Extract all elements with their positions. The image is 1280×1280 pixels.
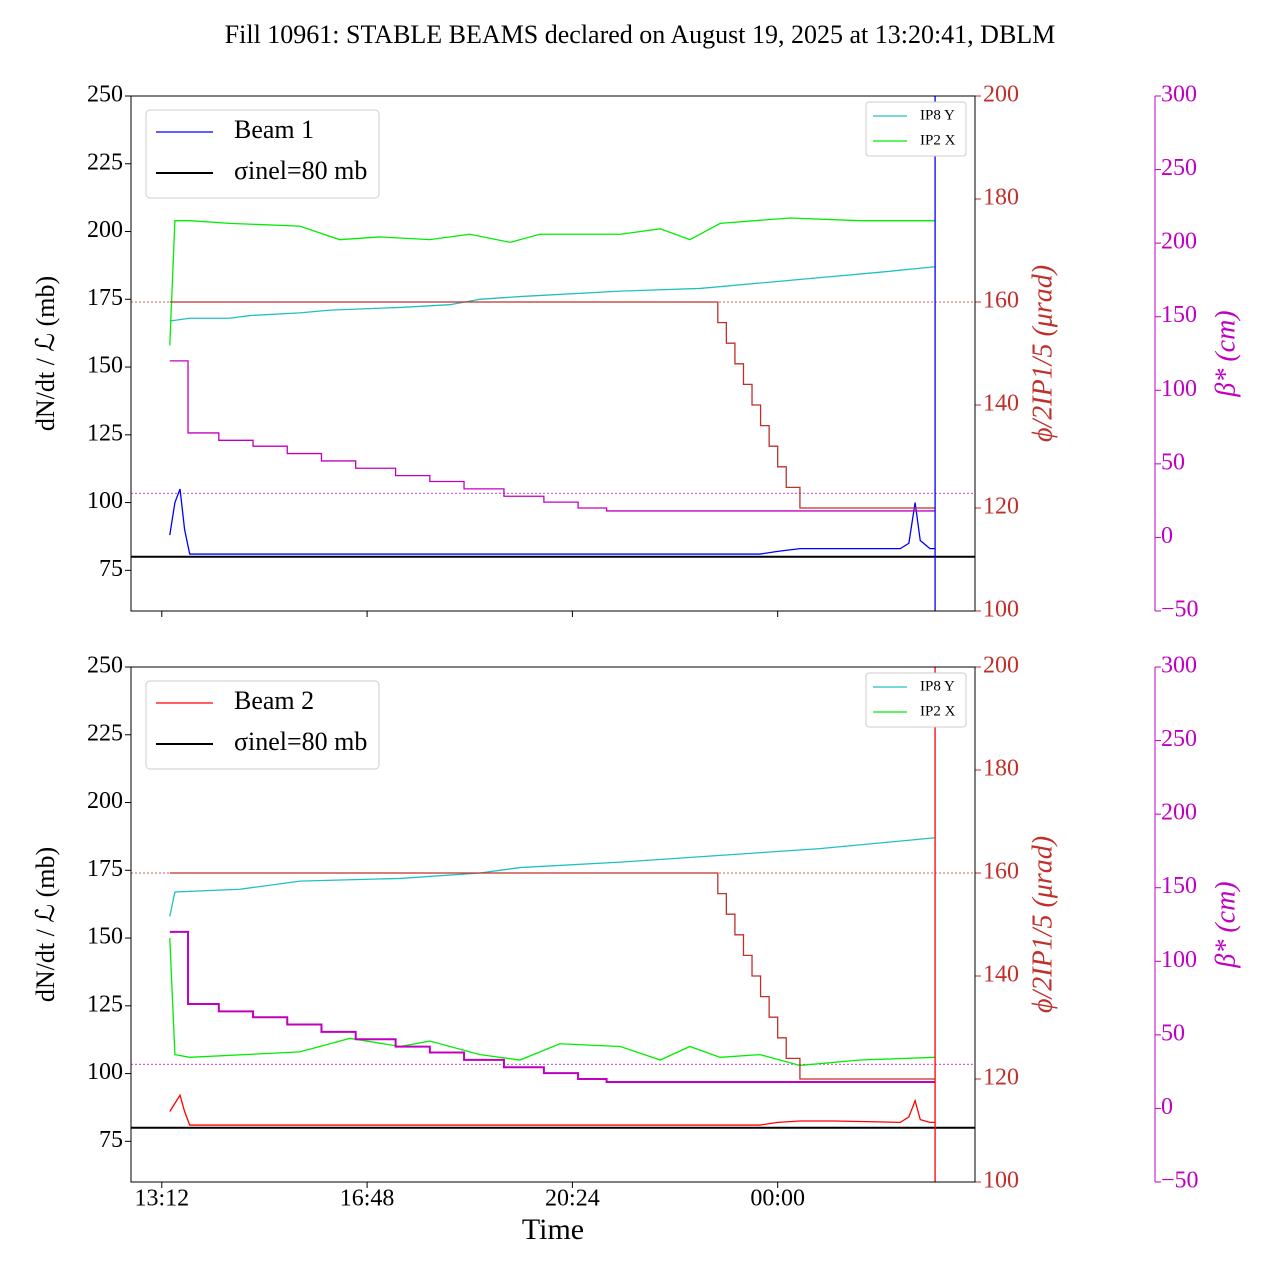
y2-tick-label: 140 [983, 391, 1019, 417]
x-tick-label: 00:00 [750, 1186, 805, 1212]
y-tick-label: 150 [87, 353, 123, 379]
y2-axis-label: ϕ/2IP1/5 (μrad) [1027, 836, 1058, 1013]
legend-label: IP2 X [920, 132, 956, 148]
legend-label: IP2 X [920, 703, 956, 719]
y3-tick-label: 100 [1161, 947, 1197, 973]
y-tick-label: 125 [87, 420, 123, 446]
y2-tick-label: 100 [983, 1168, 1019, 1194]
y-axis-label: dN/dt / ℒ (mb) [31, 276, 60, 431]
series-line [169, 837, 936, 917]
y-tick-label: 225 [87, 149, 123, 175]
y2-tick-label: 140 [983, 962, 1019, 988]
y2-tick-label: 120 [983, 1065, 1019, 1091]
y-tick-label: 75 [99, 556, 123, 582]
y-tick-label: 200 [87, 217, 123, 243]
y2-tick-label: 180 [983, 756, 1019, 782]
y2-tick-label: 200 [983, 653, 1019, 679]
y-tick-label: 100 [87, 488, 123, 514]
series-line [169, 360, 936, 512]
y2-tick-label: 160 [983, 859, 1019, 885]
plot-area [131, 667, 975, 1182]
y3-tick-label: 0 [1161, 523, 1173, 549]
series-line [169, 488, 936, 555]
figure-title: Fill 10961: STABLE BEAMS declared on Aug… [225, 20, 1056, 49]
plot-area [131, 96, 975, 611]
series-line [169, 930, 936, 1083]
y2-tick-label: 160 [983, 288, 1019, 314]
y-tick-label: 150 [87, 924, 123, 950]
series-line [169, 301, 936, 509]
y2-tick-label: 100 [983, 597, 1019, 623]
y-axis-label: dN/dt / ℒ (mb) [31, 847, 60, 1002]
x-axis-label: Time [522, 1213, 584, 1246]
y3-tick-label: 300 [1161, 82, 1197, 108]
legend-label: σinel=80 mb [234, 727, 367, 756]
x-tick-label: 16:48 [340, 1186, 395, 1212]
y3-tick-label: 50 [1161, 1020, 1185, 1046]
y3-tick-label: 200 [1161, 800, 1197, 826]
plot-frame [130, 666, 976, 1183]
plot-frame [130, 95, 976, 612]
y2-tick-label: 120 [983, 494, 1019, 520]
y3-tick-label: 100 [1161, 376, 1197, 402]
series-line [169, 266, 936, 322]
y3-tick-label: 200 [1161, 229, 1197, 255]
y3-tick-label: −50 [1161, 1168, 1199, 1194]
y3-tick-label: 50 [1161, 449, 1185, 475]
y3-tick-label: 250 [1161, 726, 1197, 752]
legend-label: IP8 Y [920, 678, 955, 694]
y2-tick-label: 200 [983, 82, 1019, 108]
y-tick-label: 250 [87, 653, 123, 679]
series-line [169, 938, 936, 1067]
y-tick-label: 175 [87, 285, 123, 311]
panel: 75 100 125 150 175 200 225 250 100 120 140 160 180 20… [31, 82, 1241, 623]
y-tick-label: 100 [87, 1059, 123, 1085]
y3-axis-label: β* (cm) [1210, 881, 1241, 968]
series-line [169, 872, 936, 1080]
legend-label: σinel=80 mb [234, 156, 367, 185]
x-tick-label: 13:12 [134, 1186, 189, 1212]
y-tick-label: 200 [87, 788, 123, 814]
legend-label: IP8 Y [920, 107, 955, 123]
y-tick-label: 175 [87, 856, 123, 882]
legend-label: Beam 1 [234, 115, 314, 144]
y3-tick-label: 250 [1161, 155, 1197, 181]
y-tick-label: 225 [87, 720, 123, 746]
y3-axis-label: β* (cm) [1210, 310, 1241, 397]
y3-tick-label: −50 [1161, 597, 1199, 623]
y2-axis-label: ϕ/2IP1/5 (μrad) [1027, 265, 1058, 442]
legend-label: Beam 2 [234, 686, 314, 715]
series-line [169, 217, 936, 346]
y-tick-label: 250 [87, 82, 123, 108]
y-tick-label: 75 [99, 1127, 123, 1153]
panel: 75 100 125 150 175 200 225 250 100 120 140 160 180 20… [31, 653, 1241, 1246]
y3-tick-label: 150 [1161, 302, 1197, 328]
y2-tick-label: 180 [983, 185, 1019, 211]
y3-tick-label: 300 [1161, 653, 1197, 679]
y-tick-label: 125 [87, 991, 123, 1017]
x-tick-label: 20:24 [545, 1186, 600, 1212]
y3-tick-label: 0 [1161, 1094, 1173, 1120]
y3-tick-label: 150 [1161, 873, 1197, 899]
series-line [169, 1093, 936, 1126]
